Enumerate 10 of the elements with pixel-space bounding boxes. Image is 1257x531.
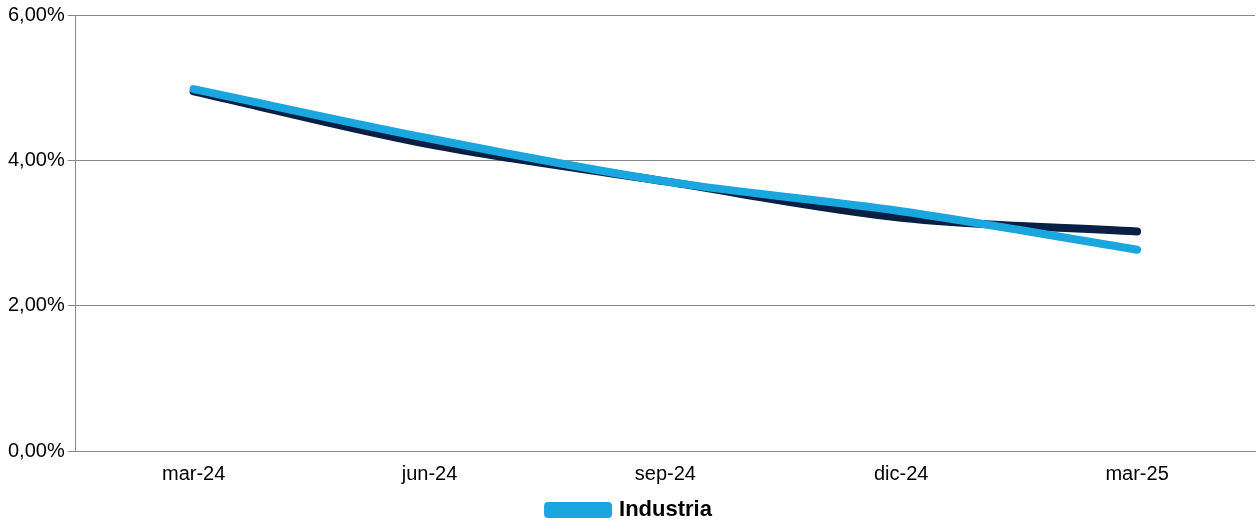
y-tick-label: 6,00% — [7, 2, 65, 25]
y-tick-label: 4,00% — [7, 147, 65, 170]
x-tick-label: dic-24 — [873, 461, 929, 484]
x-tick-label: sep-24 — [634, 461, 696, 484]
legend-label: Industria — [619, 496, 713, 522]
x-tick-label: mar-25 — [1105, 461, 1169, 484]
x-tick-label: jun-24 — [400, 461, 458, 484]
y-tick-label: 2,00% — [7, 293, 65, 316]
x-tick-label: mar-24 — [161, 461, 226, 484]
y-tick-label: 0,00% — [7, 438, 65, 461]
